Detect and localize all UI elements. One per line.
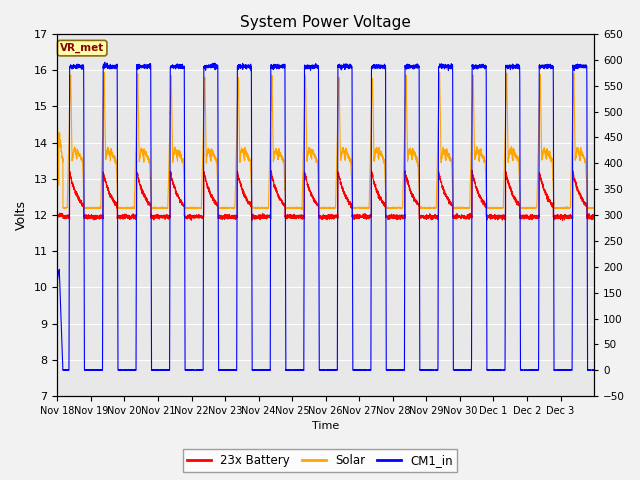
X-axis label: Time: Time [312, 421, 339, 432]
Y-axis label: Volts: Volts [15, 200, 28, 230]
Title: System Power Voltage: System Power Voltage [240, 15, 411, 30]
Legend: 23x Battery, Solar, CM1_in: 23x Battery, Solar, CM1_in [182, 449, 458, 472]
Text: VR_met: VR_met [60, 43, 104, 53]
